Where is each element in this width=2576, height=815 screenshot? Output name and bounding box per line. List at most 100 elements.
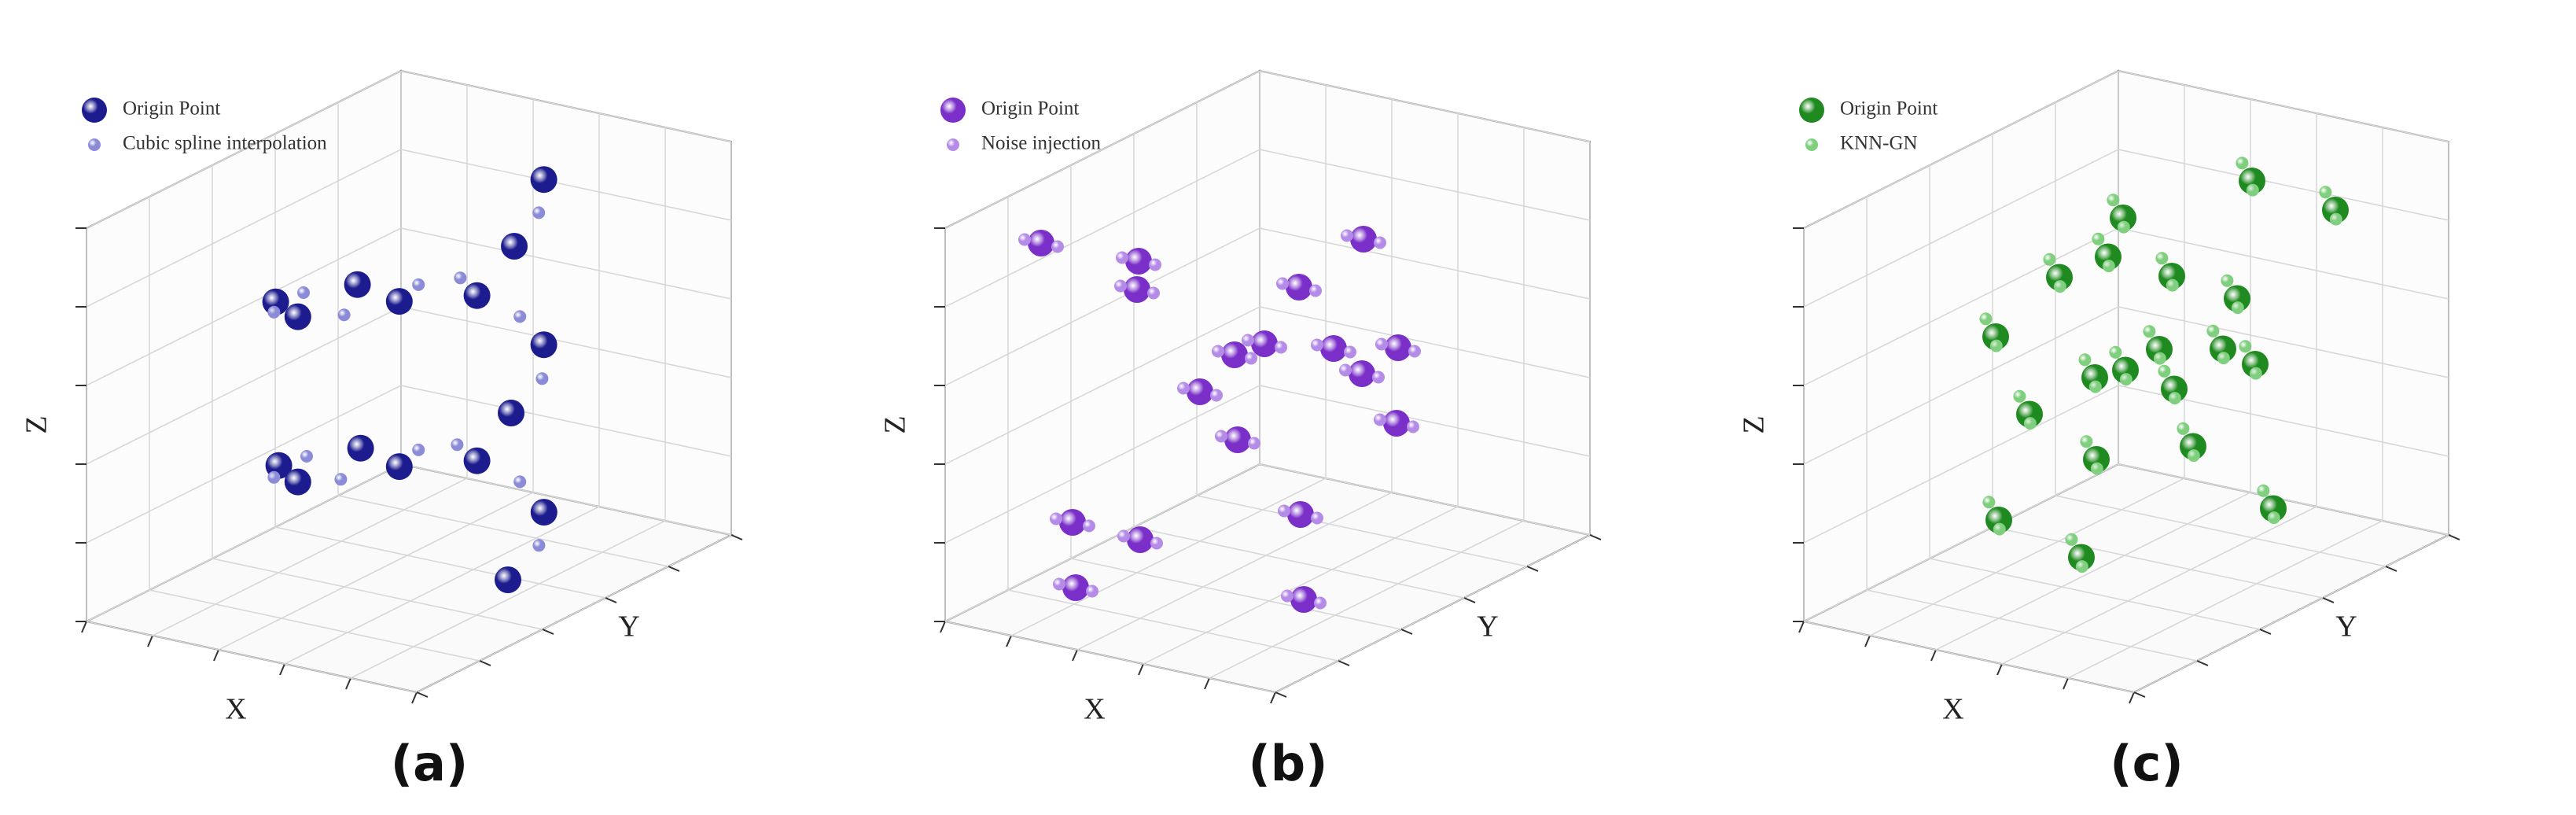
- origin-point: [1385, 334, 1411, 361]
- panel: X Y Z Origin Point KNN-GN (c): [1738, 69, 2460, 792]
- generated-point: [2221, 274, 2234, 287]
- grid-line: [2055, 495, 2386, 567]
- grid-line: [212, 558, 543, 630]
- panel-caption: (b): [1248, 735, 1327, 792]
- tick-mark: [1338, 660, 1350, 666]
- generated-point: [2090, 462, 2103, 475]
- origin-point: [1224, 426, 1251, 453]
- generated-point: [513, 310, 527, 323]
- grid-line: [1209, 520, 1525, 679]
- generated-point: [1117, 529, 1130, 543]
- grid-line: [2118, 463, 2449, 536]
- origin-point: [1062, 574, 1089, 601]
- origin-point: [495, 566, 521, 593]
- origin-point: [347, 434, 374, 462]
- tick-mark: [730, 534, 743, 540]
- grid-line: [86, 463, 402, 622]
- generated-point: [1245, 352, 1257, 365]
- generated-point: [2107, 194, 2120, 207]
- tick-mark: [605, 597, 617, 603]
- legend-marker: [88, 138, 101, 151]
- origin-point: [1251, 330, 1278, 357]
- generated-point: [1374, 236, 1386, 249]
- grid-line: [1196, 495, 1528, 567]
- generated-point: [454, 271, 467, 285]
- generated-point: [2319, 186, 2332, 199]
- origin-point: [498, 400, 524, 426]
- origin-point: [1350, 226, 1377, 253]
- grid-line: [1010, 478, 1327, 636]
- origin-point: [385, 288, 413, 315]
- origin-point: [2180, 433, 2206, 460]
- grid-line: [1803, 149, 2119, 308]
- origin-point: [1985, 507, 2012, 533]
- generated-point: [267, 305, 281, 319]
- generated-point: [337, 308, 351, 322]
- grid-line: [1803, 385, 2119, 544]
- grid-line: [2067, 520, 2383, 679]
- generated-point: [1051, 240, 1064, 253]
- grid-line: [1070, 558, 1402, 630]
- z-axis-label: Z: [879, 415, 912, 433]
- grid-line: [2133, 534, 2449, 693]
- grid-line: [944, 385, 1260, 544]
- generated-point: [2231, 301, 2244, 315]
- generated-point: [1276, 277, 1289, 290]
- generated-point: [2168, 392, 2181, 405]
- y-axis-label: Y: [1477, 610, 1498, 644]
- back-wall: [400, 69, 732, 537]
- origin-point: [1059, 509, 1086, 536]
- origin-point: [1187, 378, 1213, 405]
- generated-point: [1374, 413, 1386, 426]
- tick-mark: [2322, 597, 2335, 603]
- origin-point: [2095, 243, 2122, 271]
- generated-point: [2187, 449, 2200, 463]
- generated-point: [532, 539, 546, 552]
- tick-mark: [940, 621, 946, 633]
- grid-line: [86, 227, 402, 386]
- generated-point: [1242, 334, 1254, 347]
- legend-marker: [1805, 138, 1818, 151]
- origin-point: [2322, 197, 2349, 223]
- generated-point: [2236, 157, 2249, 170]
- generated-point: [2102, 260, 2115, 273]
- generated-point: [1275, 341, 1287, 354]
- generated-point: [1311, 511, 1323, 525]
- tick-mark: [2063, 677, 2069, 690]
- origin-point: [1982, 323, 2009, 350]
- origin-point: [2242, 351, 2269, 378]
- origin-point: [501, 233, 528, 260]
- generated-point: [2329, 212, 2342, 226]
- generated-point: [535, 372, 549, 385]
- tick-mark: [2196, 660, 2209, 666]
- tick-mark: [1589, 534, 1602, 540]
- tick-mark: [1798, 621, 1805, 633]
- grid-line: [152, 478, 468, 636]
- tick-mark: [345, 677, 351, 690]
- generated-point: [2117, 220, 2130, 234]
- generated-point: [2267, 511, 2280, 525]
- generated-point: [1248, 437, 1260, 450]
- grid-line: [400, 385, 732, 457]
- grid-line: [2118, 70, 2449, 142]
- tick-mark: [1400, 629, 1413, 635]
- origin-point: [1028, 230, 1054, 256]
- generated-point: [532, 206, 546, 219]
- grid-line: [86, 621, 418, 693]
- tick-mark: [1138, 663, 1144, 676]
- legend-marker: [82, 98, 107, 123]
- generated-point: [2257, 484, 2270, 497]
- legend-label: Origin Point: [1840, 98, 1938, 120]
- origin-point: [2046, 264, 2073, 291]
- grid-line: [1275, 534, 1591, 693]
- generated-point: [1212, 345, 1224, 358]
- grid-line: [1929, 558, 2261, 630]
- grid-line: [1259, 463, 1591, 536]
- grid-line: [416, 534, 732, 693]
- generated-point: [1989, 339, 2003, 352]
- origin-point: [1124, 276, 1150, 303]
- tick-mark: [81, 621, 87, 633]
- grid-line: [1133, 526, 1465, 599]
- origin-point: [2224, 285, 2250, 312]
